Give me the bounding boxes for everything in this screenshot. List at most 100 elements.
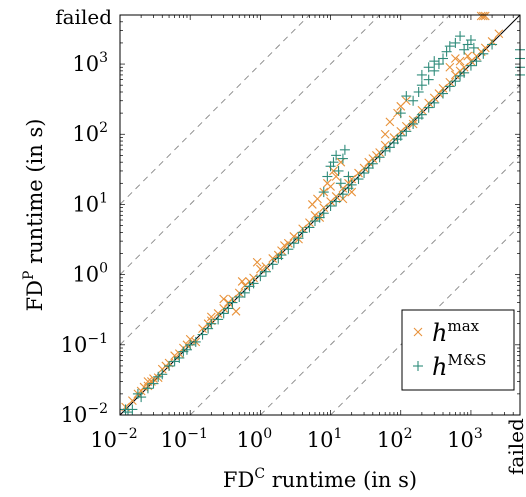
hmax-point <box>450 54 460 63</box>
hms-point <box>136 392 147 403</box>
hmax-point-failed <box>476 11 486 21</box>
hms-point <box>416 80 427 91</box>
y-tick-label: 100 <box>72 261 108 287</box>
hms-point <box>459 44 470 55</box>
hms-point <box>293 233 304 244</box>
legend-label-hms: hM&S <box>432 351 486 381</box>
hmax-point <box>364 157 374 167</box>
hms-point <box>267 259 278 270</box>
hms-point <box>260 266 271 277</box>
hmax-point <box>219 294 229 304</box>
hms-point <box>157 369 168 380</box>
hms-point <box>468 42 479 53</box>
hms-point <box>429 56 440 67</box>
hms-point <box>438 88 449 99</box>
hms-point <box>335 178 346 189</box>
hms-point <box>413 86 424 97</box>
legend-box <box>401 309 515 391</box>
hmax-point-failed <box>480 11 490 21</box>
hms-point <box>190 336 201 347</box>
hms-point <box>288 238 299 249</box>
hms-point <box>234 291 245 302</box>
hms-point <box>429 97 440 108</box>
hmax-point <box>280 241 289 250</box>
hmax-point <box>283 238 293 248</box>
hms-point <box>276 250 287 261</box>
hms-point <box>339 144 350 155</box>
hms-point <box>478 48 489 59</box>
x-tick-label: 103 <box>447 426 483 452</box>
hms-point <box>297 227 308 238</box>
hms-point <box>465 35 476 46</box>
hmax-point <box>463 51 473 61</box>
hms-point <box>459 67 470 78</box>
hms-point <box>343 171 354 182</box>
hms-point <box>197 329 208 340</box>
hms-point <box>213 314 224 325</box>
hmax-point <box>445 62 455 72</box>
hms-point <box>395 130 406 141</box>
x-tick-label: 102 <box>377 426 413 452</box>
hms-point <box>429 65 440 76</box>
hmax-point <box>127 396 137 406</box>
hms-point <box>408 118 419 129</box>
x-failed-label: failed <box>504 418 526 475</box>
hms-point <box>455 31 466 42</box>
x-tick-label: 100 <box>237 426 273 452</box>
hms-point <box>487 39 498 50</box>
hms-point <box>353 174 364 185</box>
hms-point <box>333 165 344 176</box>
hms-point <box>142 383 153 394</box>
hmax-point <box>289 232 299 241</box>
hms-point <box>239 287 250 298</box>
hms-point <box>122 407 133 415</box>
legend-label-hmax: hmax <box>432 317 480 347</box>
hms-point <box>438 53 449 64</box>
hms-point <box>248 278 259 289</box>
hms-point <box>174 352 185 363</box>
x-axis-label: FDC runtime (in s) <box>223 466 417 492</box>
legend-marker-hms <box>413 361 423 371</box>
hms-point <box>367 158 378 169</box>
y-tick-label: 102 <box>72 120 108 146</box>
hmax-point-failed <box>478 11 488 21</box>
factor-line-above <box>120 15 451 346</box>
hms-point <box>255 271 266 282</box>
y-axis-label: FDP runtime (in s) <box>21 119 47 312</box>
hms-point <box>337 153 348 164</box>
hms-point <box>127 404 138 415</box>
hms-point <box>223 303 234 314</box>
hmax-point <box>385 117 395 127</box>
hms-point <box>331 150 342 161</box>
hms-point <box>148 378 159 389</box>
hms-point <box>444 81 455 92</box>
hms-point <box>218 308 229 319</box>
hms-point <box>450 76 461 87</box>
hms-point <box>423 62 434 73</box>
hms-point <box>318 187 329 198</box>
y-tick-label: 10−2 <box>61 401 108 427</box>
x-tick-label: 10−1 <box>161 426 208 452</box>
hms-point <box>374 152 385 163</box>
hmax-point <box>237 277 247 286</box>
hms-point <box>416 69 427 80</box>
hms-point <box>401 91 412 102</box>
hms-point <box>325 200 336 211</box>
hms-point <box>408 95 419 106</box>
hms-point <box>164 360 175 371</box>
hmax-point <box>326 182 335 191</box>
hms-point <box>314 212 325 223</box>
y-tick-label: 10−1 <box>61 331 108 357</box>
hms-point <box>450 37 461 48</box>
hms-point <box>153 371 164 382</box>
factor-line-below <box>189 84 520 415</box>
y-tick-label: 101 <box>72 190 108 216</box>
hms-point <box>322 171 333 182</box>
hms-point <box>337 189 348 200</box>
hms-point <box>227 297 238 308</box>
hms-point <box>471 56 482 67</box>
hms-point <box>423 102 434 113</box>
hmax-point <box>380 129 390 139</box>
hms-point <box>441 46 452 57</box>
